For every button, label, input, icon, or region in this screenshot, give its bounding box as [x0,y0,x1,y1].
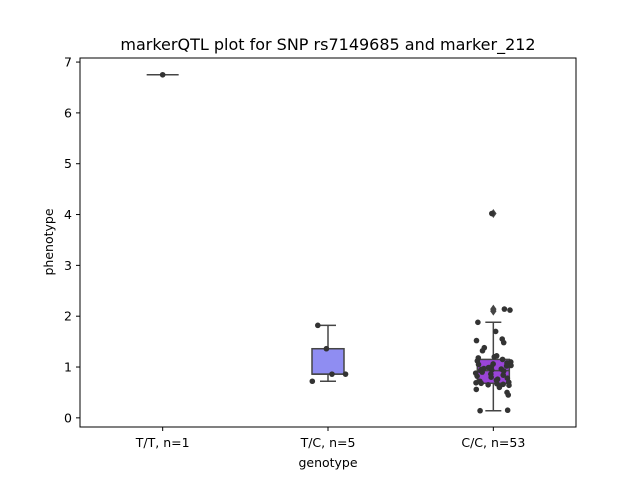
box-group [311,324,345,383]
y-tick-label: 7 [64,55,72,70]
data-point [500,372,507,378]
data-point [499,356,506,363]
data-point [473,379,479,386]
y-tick-label: 0 [64,410,72,425]
data-point [508,362,514,369]
data-point [159,71,166,78]
y-tick-label: 6 [64,105,72,120]
strip-points [309,322,349,385]
data-point [500,339,507,346]
x-axis: T/T, n=1 T/C, n=5 C/C, n=53 [135,427,525,450]
y-tick-label: 2 [64,309,72,324]
strip-points [472,210,514,414]
data-point [504,407,511,414]
data-point [507,307,513,313]
data-point [477,407,483,414]
outlier-marker [490,306,497,316]
data-point [489,210,495,217]
data-point [315,322,321,329]
data-point [485,382,491,388]
data-point [479,369,485,375]
data-point [474,373,480,379]
plot-area [146,71,514,414]
x-axis-label: genotype [298,455,357,470]
data-point [488,374,494,380]
data-point [342,371,349,377]
x-tick-label: T/C, n=5 [300,435,356,450]
y-tick-label: 4 [64,207,72,222]
data-point [478,380,484,387]
x-tick-label: C/C, n=53 [461,435,525,450]
data-point [503,363,510,369]
data-point [473,337,480,344]
data-point [491,354,498,360]
y-tick-label: 5 [64,156,72,171]
data-point [309,378,316,385]
data-point [329,371,335,377]
data-point [473,386,480,393]
data-point [500,368,507,374]
x-tick-label: T/T, n=1 [135,435,190,450]
box [311,347,345,375]
data-point [501,306,508,312]
strip-points [159,71,166,78]
y-axis-label: phenotype [41,208,56,275]
data-point [479,347,486,354]
y-axis: 0 1 2 3 4 5 6 7 [64,55,80,425]
data-point [492,328,499,335]
data-point [475,361,482,368]
data-point [505,392,512,398]
data-point [496,384,503,391]
chart-title: markerQTL plot for SNP rs7149685 and mar… [120,35,535,55]
data-point [475,319,481,326]
y-tick-label: 3 [64,258,72,273]
y-tick-label: 1 [64,360,72,375]
data-point [323,345,330,352]
data-point [506,382,512,389]
